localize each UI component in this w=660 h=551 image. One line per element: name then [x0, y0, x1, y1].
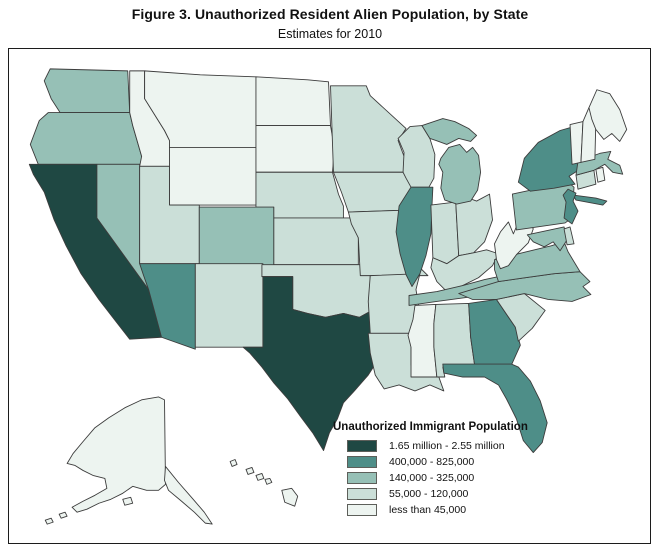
legend-swatch — [347, 488, 377, 500]
state-KY — [430, 249, 499, 292]
state-AK — [58, 511, 68, 519]
state-IN — [430, 201, 460, 265]
state-WY — [169, 146, 257, 206]
state-VA — [494, 241, 581, 283]
state-KS — [273, 217, 359, 266]
state-HI — [255, 472, 265, 481]
state-TX — [242, 276, 378, 452]
state-OR — [29, 112, 143, 165]
state-ND — [255, 76, 331, 126]
legend-item: less than 45,000 — [347, 502, 633, 518]
state-MI — [421, 118, 478, 145]
legend-swatch — [347, 456, 377, 468]
state-NJ — [562, 188, 579, 225]
map-frame: Unauthorized Immigrant Population 1.65 m… — [8, 48, 651, 544]
state-DE — [563, 226, 575, 246]
state-HI — [245, 467, 255, 475]
state-NY — [572, 194, 608, 206]
state-NM — [194, 263, 264, 348]
state-MA — [575, 150, 624, 176]
page-subtitle: Estimates for 2010 — [277, 27, 383, 41]
state-HI — [264, 477, 273, 485]
state-FL — [442, 363, 548, 453]
state-AK — [122, 496, 134, 506]
legend-item: 400,000 - 825,000 — [347, 454, 633, 470]
legend-label: 140,000 - 325,000 — [389, 472, 475, 484]
state-AK — [66, 396, 166, 513]
legend-swatch — [347, 504, 377, 516]
state-HI — [281, 487, 299, 507]
state-SD — [255, 125, 335, 173]
us-map — [28, 68, 628, 525]
state-ME — [588, 89, 628, 142]
legend-label: 400,000 - 825,000 — [389, 456, 475, 468]
legend-item: 55,000 - 120,000 — [347, 486, 633, 502]
legend: Unauthorized Immigrant Population 1.65 m… — [333, 421, 633, 518]
state-MI — [438, 143, 482, 205]
state-HI — [229, 459, 238, 467]
legend-label: 55,000 - 120,000 — [389, 488, 469, 500]
legend-label: less than 45,000 — [389, 504, 467, 516]
legend-label: 1.65 million - 2.55 million — [389, 440, 505, 452]
legend-item: 1.65 million - 2.55 million — [347, 438, 633, 454]
legend-title: Unauthorized Immigrant Population — [333, 421, 528, 433]
state-WI — [397, 125, 436, 188]
state-AK — [44, 517, 54, 525]
legend-item: 140,000 - 325,000 — [347, 470, 633, 486]
page-title: Figure 3. Unauthorized Resident Alien Po… — [131, 6, 529, 22]
legend-swatch — [347, 440, 377, 452]
state-AK — [164, 466, 213, 525]
state-RI — [595, 166, 606, 183]
legend-rows: 1.65 million - 2.55 million 400,000 - 825… — [333, 438, 633, 518]
legend-swatch — [347, 472, 377, 484]
state-MN — [330, 85, 407, 173]
state-WA — [43, 68, 131, 114]
state-CO — [198, 206, 275, 267]
